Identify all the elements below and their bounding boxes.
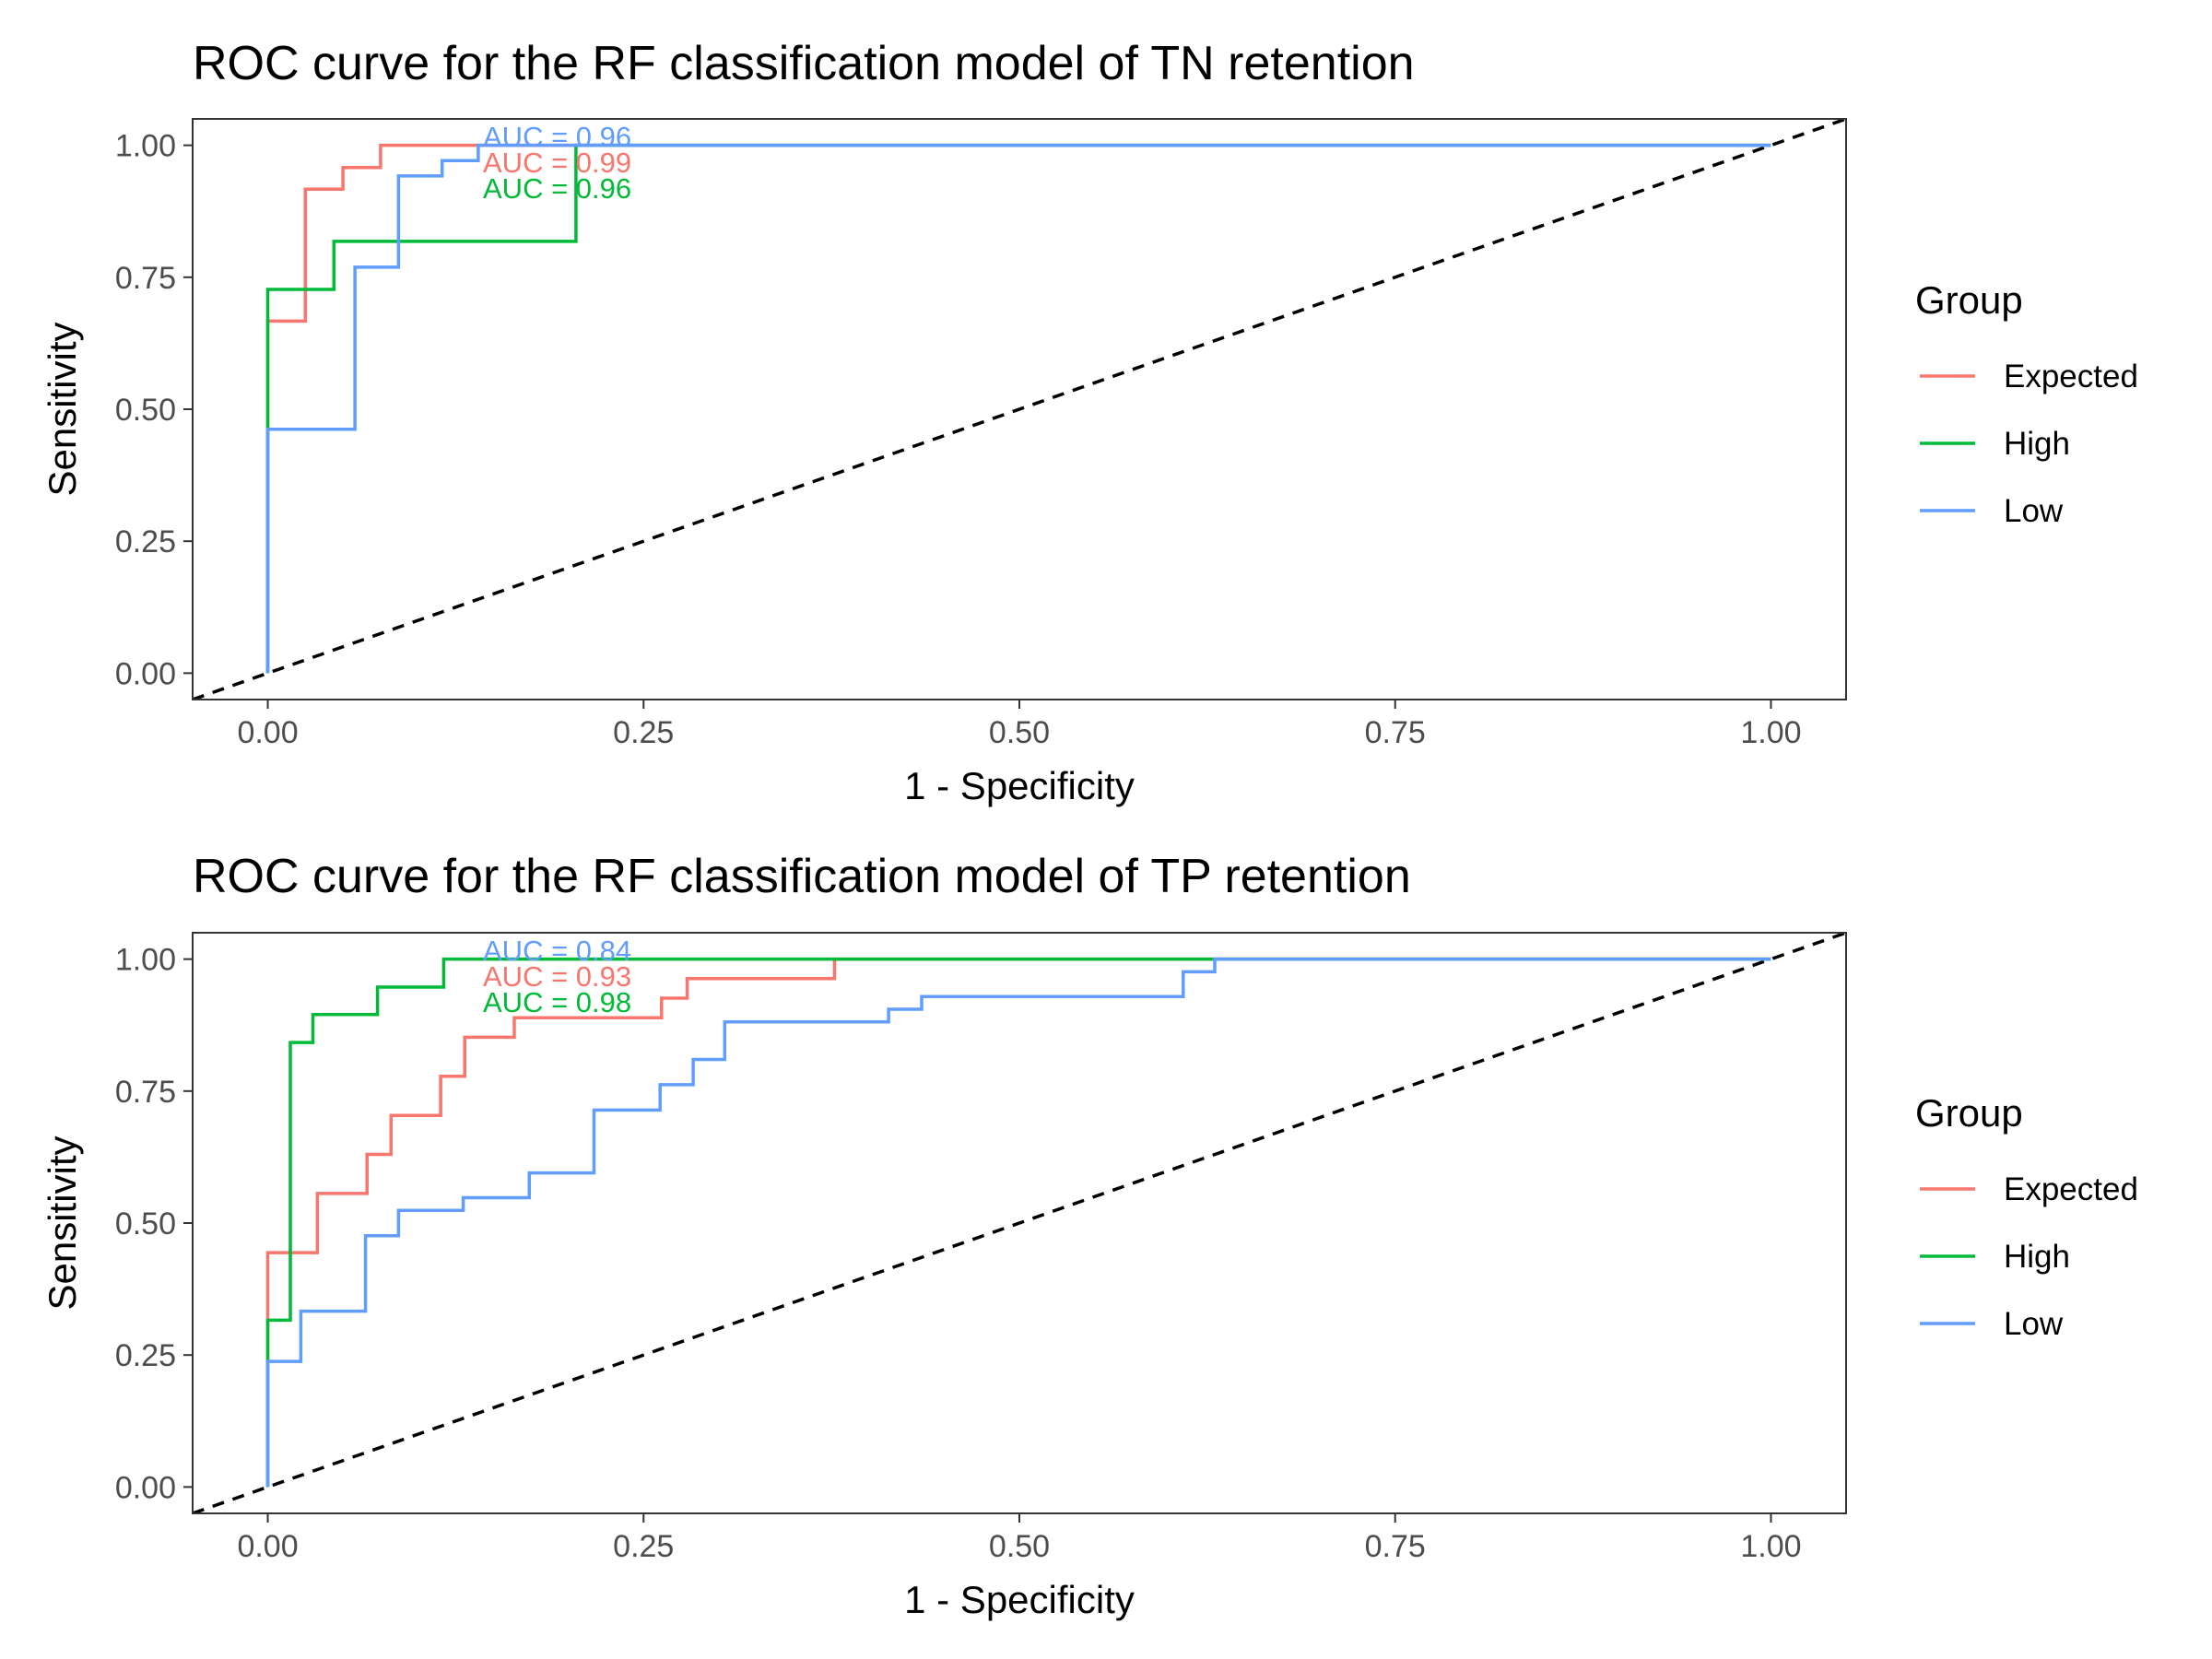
x-tick-label: 0.25 <box>613 715 674 750</box>
x-tick-label: 0.75 <box>1365 1529 1426 1564</box>
x-tick-label: 0.75 <box>1365 715 1426 750</box>
legend-label-expected: Expected <box>2004 1171 2138 1207</box>
legend: Group Expected High Low <box>1915 1091 2138 1342</box>
auc-annotation: AUC = 0.98 <box>483 986 631 1018</box>
x-tick-label: 1.00 <box>1740 1529 1801 1564</box>
roc-line-expected <box>265 957 1771 1488</box>
auc-annotation: AUC = 0.96 <box>483 172 631 205</box>
chart-title: ROC curve for the RF classification mode… <box>193 850 1411 903</box>
auc-annotation: AUC = 0.84 <box>483 935 631 967</box>
y-axis-label: Sensitivity <box>41 1135 84 1310</box>
roc-line-low <box>265 957 1771 1488</box>
x-tick-label: 0.00 <box>237 715 298 750</box>
y-tick-label: 0.75 <box>115 261 176 296</box>
legend-title: Group <box>1915 1091 2023 1135</box>
x-tick-label: 0.50 <box>989 715 1050 750</box>
roc-line-high <box>265 957 1771 1488</box>
y-tick-label: 0.50 <box>115 1206 176 1241</box>
x-tick-label: 0.25 <box>613 1529 674 1564</box>
legend-label-high: High <box>2004 426 2070 462</box>
y-tick-label: 0.00 <box>115 656 176 691</box>
auc-annotation: AUC = 0.93 <box>483 960 631 993</box>
y-axis-label: Sensitivity <box>41 322 84 496</box>
x-axis-label: 1 - Specificity <box>904 1578 1135 1621</box>
roc-panel-1: ROC curve for the RF classification mode… <box>41 37 2138 807</box>
chart-title: ROC curve for the RF classification mode… <box>193 37 1415 90</box>
roc-line-expected <box>265 143 1771 674</box>
legend: Group Expected High Low <box>1915 278 2138 529</box>
diagonal-reference-line <box>193 933 1846 1513</box>
y-tick-label: 0.25 <box>115 524 176 559</box>
roc-panel-2: ROC curve for the RF classification mode… <box>41 850 2138 1621</box>
legend-label-expected: Expected <box>2004 359 2138 394</box>
x-tick-label: 0.00 <box>237 1529 298 1564</box>
y-tick-label: 0.00 <box>115 1470 176 1505</box>
legend-label-low: Low <box>2004 493 2064 529</box>
auc-annotation: AUC = 0.99 <box>483 147 631 179</box>
legend-title: Group <box>1915 278 2023 322</box>
y-tick-label: 0.25 <box>115 1338 176 1373</box>
legend-label-low: Low <box>2004 1306 2064 1342</box>
y-tick-label: 0.50 <box>115 393 176 428</box>
y-tick-label: 1.00 <box>115 943 176 978</box>
diagonal-reference-line <box>193 119 1846 700</box>
roc-line-low <box>265 143 1771 674</box>
x-tick-label: 1.00 <box>1740 715 1801 750</box>
x-axis-label: 1 - Specificity <box>904 764 1135 807</box>
auc-annotation: AUC = 0.96 <box>483 121 631 153</box>
legend-label-high: High <box>2004 1239 2070 1275</box>
y-tick-label: 1.00 <box>115 129 176 164</box>
x-tick-label: 0.50 <box>989 1529 1050 1564</box>
y-tick-label: 0.75 <box>115 1075 176 1110</box>
